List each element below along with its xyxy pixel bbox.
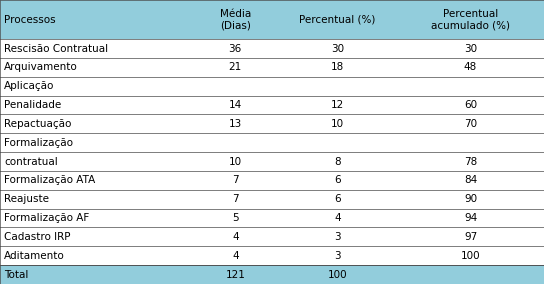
Text: 3: 3: [334, 232, 341, 242]
Text: 121: 121: [225, 270, 245, 279]
Text: 7: 7: [232, 194, 239, 204]
Bar: [0, 77, 544, 96]
Text: 5: 5: [232, 213, 239, 223]
Text: Formalização ATA: Formalização ATA: [4, 176, 96, 185]
Text: 3: 3: [334, 251, 341, 261]
Text: 4: 4: [334, 213, 341, 223]
Text: Aditamento: Aditamento: [4, 251, 65, 261]
Bar: [0, 190, 544, 209]
Bar: [0, 265, 544, 284]
Text: Formalização: Formalização: [4, 138, 73, 148]
Text: Percentual
acumulado (%): Percentual acumulado (%): [431, 9, 510, 30]
Text: 13: 13: [228, 119, 242, 129]
Text: 6: 6: [334, 176, 341, 185]
Text: 90: 90: [464, 194, 477, 204]
Text: 48: 48: [464, 62, 477, 72]
Text: 78: 78: [464, 156, 477, 166]
Text: 30: 30: [464, 43, 477, 54]
Text: 4: 4: [232, 232, 239, 242]
Bar: [0, 96, 544, 114]
Text: 10: 10: [228, 156, 242, 166]
Text: Total: Total: [4, 270, 29, 279]
Text: 6: 6: [334, 194, 341, 204]
Text: Percentual (%): Percentual (%): [299, 14, 375, 24]
Text: Processos: Processos: [4, 14, 56, 24]
Text: contratual: contratual: [4, 156, 58, 166]
Bar: [0, 209, 544, 227]
Text: 70: 70: [464, 119, 477, 129]
Text: 10: 10: [331, 119, 344, 129]
Text: Aplicação: Aplicação: [4, 81, 55, 91]
Text: 8: 8: [334, 156, 341, 166]
Text: 12: 12: [331, 100, 344, 110]
Text: 97: 97: [464, 232, 477, 242]
Text: 36: 36: [228, 43, 242, 54]
Text: 18: 18: [331, 62, 344, 72]
Text: 14: 14: [228, 100, 242, 110]
Text: Média
(Dias): Média (Dias): [220, 9, 251, 30]
Text: Cadastro IRP: Cadastro IRP: [4, 232, 71, 242]
Text: Rescisão Contratual: Rescisão Contratual: [4, 43, 108, 54]
Text: 30: 30: [331, 43, 344, 54]
Text: 7: 7: [232, 176, 239, 185]
Text: 4: 4: [232, 251, 239, 261]
Text: 100: 100: [461, 251, 480, 261]
Text: 21: 21: [228, 62, 242, 72]
Text: 60: 60: [464, 100, 477, 110]
Text: Repactuação: Repactuação: [4, 119, 72, 129]
Text: Penalidade: Penalidade: [4, 100, 61, 110]
Text: Reajuste: Reajuste: [4, 194, 50, 204]
Text: 84: 84: [464, 176, 477, 185]
Bar: [0, 152, 544, 171]
Bar: [0, 171, 544, 190]
Text: Formalização AF: Formalização AF: [4, 213, 90, 223]
Text: Arquivamento: Arquivamento: [4, 62, 78, 72]
Bar: [0, 39, 544, 58]
Bar: [0, 227, 544, 246]
Text: 94: 94: [464, 213, 477, 223]
Bar: [0, 133, 544, 152]
Text: 100: 100: [327, 270, 347, 279]
Bar: [0, 246, 544, 265]
Bar: [0, 0, 544, 39]
Bar: [0, 114, 544, 133]
Bar: [0, 58, 544, 77]
